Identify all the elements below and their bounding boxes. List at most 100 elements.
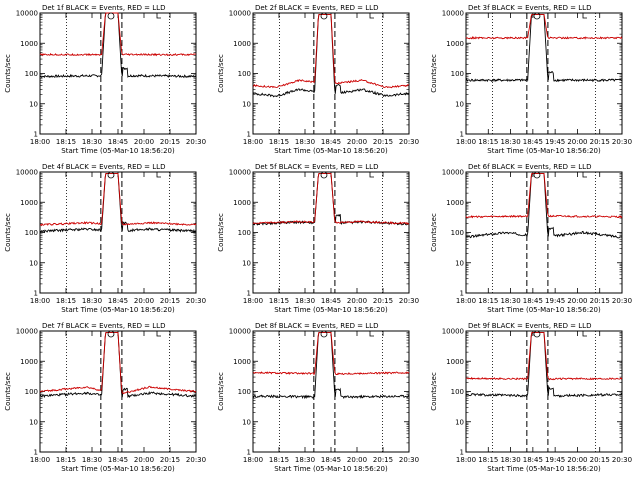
panel-title: Det 3f BLACK = Events, RED = LLD — [468, 4, 591, 12]
plot-frame — [252, 330, 410, 453]
y-tick-label: 10000 — [16, 169, 38, 177]
x-tick-label: 20:30 — [399, 138, 419, 146]
events-series-line — [252, 172, 410, 226]
y-tick-label: 10 — [242, 418, 251, 426]
x-tick-label: 20:00 — [567, 138, 587, 146]
y-tick-label: 1 — [460, 290, 464, 298]
y-tick-label: 10000 — [16, 10, 38, 18]
peak-marker — [107, 12, 115, 20]
y-tick-label: 1000 — [233, 40, 251, 48]
y-tick-label: 1 — [34, 131, 38, 139]
panel-title: Det 9f BLACK = Events, RED = LLD — [468, 322, 591, 330]
plot-frame — [39, 12, 197, 135]
corner-marker — [582, 172, 587, 178]
corner-marker — [156, 172, 161, 178]
y-tick-label: 100 — [25, 229, 38, 237]
panel-title: Det 1f BLACK = Events, RED = LLD — [42, 4, 165, 12]
x-tick-label: 20:00 — [347, 456, 367, 464]
plot-frame — [252, 12, 410, 135]
x-axis-label: Start Time (05-Mar-10 18:56:20) — [487, 306, 601, 314]
y-tick-label: 1 — [247, 131, 251, 139]
y-tick-label: 10000 — [442, 10, 464, 18]
y-axis-label: Counts/sec — [217, 213, 225, 252]
x-tick-label: 18:45 — [523, 138, 543, 146]
x-tick-label: 18:45 — [108, 456, 128, 464]
y-axis-label: Counts/sec — [430, 54, 438, 93]
x-tick-label: 20:15 — [373, 138, 393, 146]
x-tick-label: 20:15 — [373, 456, 393, 464]
lld-series-line — [465, 13, 623, 40]
x-tick-label: 20:15 — [160, 456, 180, 464]
y-tick-label: 1000 — [446, 358, 464, 366]
x-tick-label: 18:00 — [30, 297, 50, 305]
plot-frame — [465, 12, 623, 135]
x-tick-label: 18:30 — [82, 456, 102, 464]
peak-marker — [107, 171, 115, 179]
x-tick-label: 20:30 — [612, 456, 632, 464]
events-series-line — [39, 172, 197, 234]
y-tick-label: 10000 — [442, 169, 464, 177]
events-series-line — [465, 172, 623, 239]
panel-3: Det 3f BLACK = Events, RED = LLD Counts/s… — [430, 4, 632, 155]
x-tick-label: 18:15 — [56, 297, 76, 305]
lld-series-line — [39, 172, 197, 227]
y-tick-label: 100 — [25, 70, 38, 78]
x-tick-label: 20:15 — [590, 138, 610, 146]
peak-marker — [320, 171, 328, 179]
y-tick-label: 1 — [247, 449, 251, 457]
panel-2: Det 2f BLACK = Events, RED = LLD Counts/s… — [217, 4, 419, 155]
plot-frame — [39, 330, 197, 453]
x-tick-label: 20:15 — [160, 138, 180, 146]
x-tick-label: 18:15 — [56, 456, 76, 464]
panel-title: Det 2f BLACK = Events, RED = LLD — [255, 4, 378, 12]
y-tick-label: 100 — [451, 70, 464, 78]
x-tick-label: 20:15 — [590, 456, 610, 464]
lld-series-line — [465, 331, 623, 381]
x-axis-label: Start Time (05-Mar-10 18:56:20) — [487, 465, 601, 473]
corner-marker — [369, 13, 374, 19]
x-tick-label: 18:00 — [243, 456, 263, 464]
x-axis-label: Start Time (05-Mar-10 18:56:20) — [274, 465, 388, 473]
corner-marker — [369, 172, 374, 178]
x-tick-label: 19:45 — [545, 138, 565, 146]
x-tick-label: 18:30 — [295, 138, 315, 146]
peak-marker — [320, 330, 328, 338]
x-tick-label: 20:30 — [186, 297, 206, 305]
peak-marker — [533, 330, 541, 338]
x-tick-label: 18:30 — [295, 297, 315, 305]
y-tick-label: 100 — [451, 229, 464, 237]
x-tick-label: 18:15 — [478, 297, 498, 305]
events-series-line — [252, 331, 410, 400]
y-tick-label: 1000 — [233, 358, 251, 366]
y-tick-label: 1 — [460, 449, 464, 457]
lld-series-line — [39, 12, 196, 57]
y-axis-label: Counts/sec — [4, 372, 12, 411]
x-tick-label: 20:30 — [399, 456, 419, 464]
x-tick-label: 18:30 — [500, 456, 520, 464]
y-axis-label: Counts/sec — [217, 372, 225, 411]
y-tick-label: 1 — [34, 449, 38, 457]
x-tick-label: 20:00 — [134, 138, 154, 146]
y-tick-label: 10 — [455, 259, 464, 267]
lld-series-line — [39, 331, 197, 395]
y-tick-label: 100 — [451, 388, 464, 396]
y-tick-label: 10000 — [442, 328, 464, 336]
corner-marker — [582, 331, 587, 337]
y-tick-label: 1 — [247, 290, 251, 298]
panel-6: Det 6f BLACK = Events, RED = LLD Counts/s… — [430, 163, 632, 314]
x-tick-label: 18:45 — [321, 456, 341, 464]
y-tick-label: 1000 — [20, 199, 38, 207]
x-tick-label: 18:45 — [321, 297, 341, 305]
x-tick-label: 18:00 — [30, 138, 50, 146]
x-tick-label: 18:30 — [500, 297, 520, 305]
y-tick-label: 10000 — [229, 10, 251, 18]
x-tick-label: 18:45 — [108, 138, 128, 146]
panel-8: Det 8f BLACK = Events, RED = LLD Counts/s… — [217, 322, 419, 473]
x-tick-label: 20:15 — [160, 297, 180, 305]
x-axis-label: Start Time (05-Mar-10 18:56:20) — [61, 306, 175, 314]
x-tick-label: 18:45 — [523, 456, 543, 464]
x-tick-label: 20:15 — [373, 297, 393, 305]
x-axis-label: Start Time (05-Mar-10 18:56:20) — [274, 147, 388, 155]
y-tick-label: 10 — [455, 100, 464, 108]
